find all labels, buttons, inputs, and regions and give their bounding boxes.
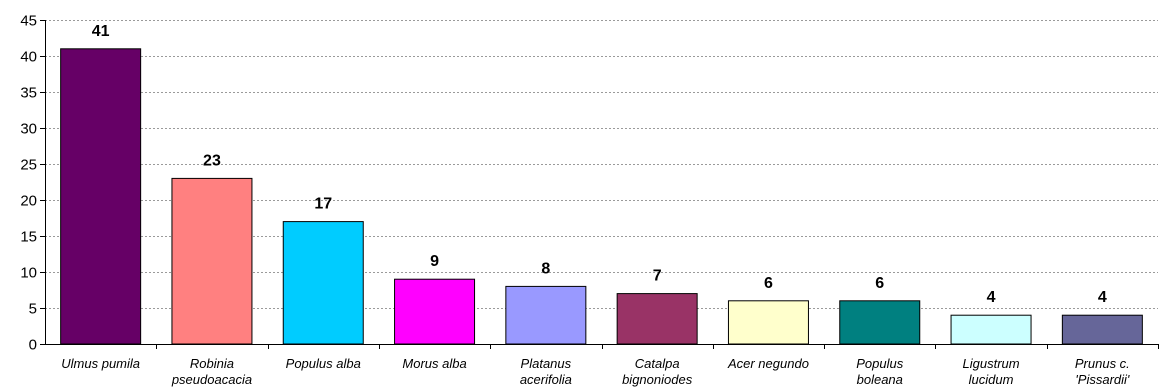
x-tick-label: Ligustrum lucidum [963,356,1020,387]
x-tick-label-line: pseudoacacia [171,372,252,387]
bar [171,177,253,345]
x-tick-label-line: Catalpa [635,356,680,371]
x-tick-label-line: Robinia [190,356,234,371]
y-axis: 0 5 10 15 20 25 30 35 40 45 [20,13,46,354]
x-tick-label: Prunus c. 'Pissardii' [1075,356,1130,387]
data-label: 6 [875,275,884,292]
data-label: 4 [1098,289,1107,306]
bar [839,300,921,345]
data-label: 23 [203,152,221,169]
bar [505,285,587,345]
bar [60,48,142,345]
x-tick-label-line: 'Pissardii' [1075,372,1130,387]
bar [616,293,698,345]
y-tick-label: 10 [20,265,37,282]
data-label: 6 [764,275,773,292]
y-tick-label: 40 [20,49,37,66]
data-label: 7 [653,268,662,285]
x-tick-label: Populus alba [286,356,361,371]
y-tick-label: 35 [20,85,37,102]
y-tick-label: 30 [20,121,37,138]
data-labels: 41 23 17 9 8 7 6 6 4 4 [92,23,1107,306]
bar [1061,314,1143,345]
x-tick-label-line: Ligustrum [963,356,1020,371]
x-tick-label: Morus alba [402,356,466,371]
x-tick-label-line: lucidum [969,372,1014,387]
bar [727,300,809,345]
y-tick-label: 25 [20,157,37,174]
x-tick-label-line: Populus [856,356,903,371]
x-tick-label: Catalpa bignoniodes [622,356,693,387]
bar [394,278,476,345]
x-tick-label: Robinia pseudoacacia [171,356,252,387]
data-label: 9 [430,253,439,270]
x-tick-label-line: boleana [857,372,903,387]
x-axis: Ulmus pumila Robinia pseudoacacia Populus a… [45,344,1159,387]
bar [950,314,1032,345]
x-tick-label-line: Populus alba [286,356,361,371]
y-tick-label: 5 [29,301,37,318]
data-label: 41 [92,23,110,40]
data-label: 17 [314,196,332,213]
x-tick-label-line: Ulmus pumila [61,356,140,371]
data-label: 4 [987,289,996,306]
x-tick-label: Acer negundo [727,356,809,371]
y-tick-label: 20 [20,193,37,210]
x-tick-label: Populus boleana [856,356,903,387]
x-tick-label-line: Platanus [521,356,572,371]
x-tick-label-line: bignoniodes [622,372,693,387]
data-label: 8 [541,260,550,277]
bars [60,48,1143,345]
x-tick-label: Ulmus pumila [61,356,140,371]
x-tick-label-line: Morus alba [402,356,466,371]
y-tick-label: 15 [20,229,37,246]
bar [282,221,364,345]
x-tick-label-line: Acer negundo [727,356,809,371]
y-tick-label: 0 [29,337,37,354]
x-tick-label-line: Prunus c. [1075,356,1130,371]
x-tick-label-line: acerifolia [520,372,572,387]
y-tick-label: 45 [20,13,37,30]
x-tick-label: Platanus acerifolia [520,356,572,387]
